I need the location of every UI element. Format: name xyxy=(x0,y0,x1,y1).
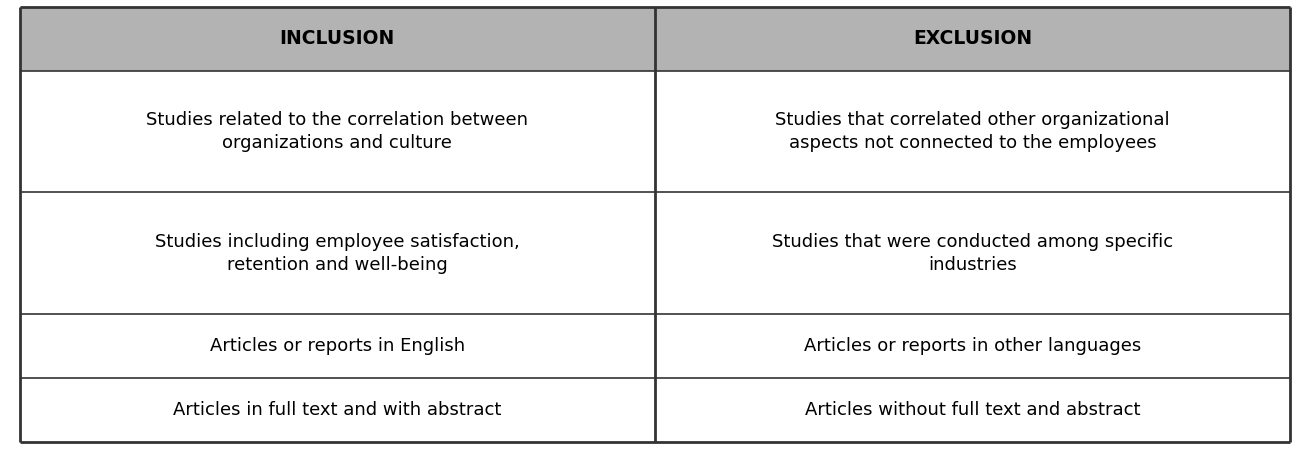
Bar xyxy=(655,71,1290,193)
Text: INCLUSION: INCLUSION xyxy=(280,29,394,48)
Bar xyxy=(20,314,655,378)
Bar xyxy=(20,71,655,193)
Text: Articles without full text and abstract: Articles without full text and abstract xyxy=(804,401,1141,419)
Bar xyxy=(20,7,655,71)
Bar xyxy=(655,193,1290,314)
Text: Articles or reports in other languages: Articles or reports in other languages xyxy=(804,337,1141,355)
Bar xyxy=(20,378,655,442)
Text: Articles in full text and with abstract: Articles in full text and with abstract xyxy=(173,401,502,419)
Text: Studies that correlated other organizational
aspects not connected to the employ: Studies that correlated other organizati… xyxy=(776,111,1170,152)
Bar xyxy=(655,378,1290,442)
Bar xyxy=(655,7,1290,71)
Text: Studies that were conducted among specific
industries: Studies that were conducted among specif… xyxy=(772,233,1174,274)
Text: EXCLUSION: EXCLUSION xyxy=(913,29,1032,48)
Text: Studies including employee satisfaction,
retention and well-being: Studies including employee satisfaction,… xyxy=(155,233,520,274)
Bar xyxy=(655,314,1290,378)
Text: Studies related to the correlation between
organizations and culture: Studies related to the correlation betwe… xyxy=(147,111,528,152)
Text: Articles or reports in English: Articles or reports in English xyxy=(210,337,465,355)
Bar xyxy=(20,193,655,314)
